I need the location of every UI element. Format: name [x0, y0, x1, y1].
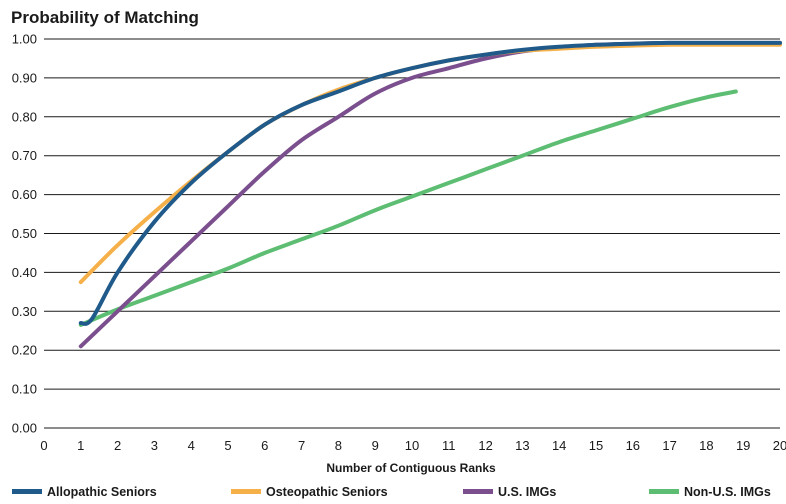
x-tick-label: 15 — [589, 438, 603, 453]
x-tick-label: 11 — [442, 438, 456, 453]
x-axis-ticks: 0 1 2 3 4 5 6 7 8 9 10 11 12 13 14 15 16 17 18 19 20 — [40, 438, 786, 453]
x-tick-label: 1 — [77, 438, 84, 453]
y-tick-label: 0.30 — [12, 304, 37, 319]
legend-swatch-allopathic-seniors — [12, 489, 42, 494]
gridlines — [44, 38, 780, 429]
chart-title: Probability of Matching — [11, 8, 199, 27]
x-tick-label: 6 — [261, 438, 268, 453]
x-tick-label: 3 — [151, 438, 158, 453]
y-tick-label: 0.60 — [12, 187, 37, 202]
legend-swatch-u-s-imgs — [463, 489, 493, 494]
y-tick-label: 0.40 — [12, 265, 37, 280]
series-line-allopathic-seniors — [78, 40, 782, 326]
x-tick-label: 5 — [224, 438, 231, 453]
x-tick-label: 8 — [335, 438, 342, 453]
y-axis-ticks: 0.00 0.10 0.20 0.30 0.40 0.50 0.60 0.70 0.80 0.90… — [12, 32, 37, 436]
y-tick-label: 0.80 — [12, 109, 37, 124]
legend-label-u-s-imgs: U.S. IMGs — [498, 485, 556, 499]
y-tick-label: 0.70 — [12, 148, 37, 163]
x-tick-label: 4 — [188, 438, 195, 453]
x-tick-label: 20 — [773, 438, 786, 453]
x-tick-label: 19 — [736, 438, 750, 453]
x-tick-label: 10 — [405, 438, 419, 453]
x-tick-label: 7 — [298, 438, 305, 453]
x-tick-label: 13 — [515, 438, 529, 453]
y-tick-label: 0.50 — [12, 226, 37, 241]
y-tick-label: 0.20 — [12, 343, 37, 358]
y-tick-label: 0.10 — [12, 382, 37, 397]
y-tick-label: 0.00 — [12, 421, 37, 436]
y-tick-label: 0.90 — [12, 70, 37, 85]
x-tick-label: 12 — [478, 438, 492, 453]
x-tick-label: 17 — [662, 438, 676, 453]
legend-swatch-osteopathic-seniors — [231, 489, 261, 494]
x-tick-label: 16 — [626, 438, 640, 453]
series-line-non-u-s-imgs — [78, 89, 738, 327]
legend-label-allopathic-seniors: Allopathic Seniors — [47, 485, 157, 499]
x-tick-label: 18 — [699, 438, 713, 453]
legend-swatch-non-u-s-imgs — [649, 489, 679, 494]
legend: Allopathic Seniors Osteopathic Seniors U.S… — [12, 485, 771, 499]
x-tick-label: 9 — [372, 438, 379, 453]
x-axis-label: Number of Contiguous Ranks — [326, 461, 496, 475]
series-lines — [78, 40, 782, 349]
legend-label-osteopathic-seniors: Osteopathic Seniors — [266, 485, 388, 499]
x-tick-label: 14 — [552, 438, 566, 453]
x-tick-label: 0 — [40, 438, 47, 453]
legend-label-non-u-s-imgs: Non-U.S. IMGs — [684, 485, 771, 499]
x-tick-label: 2 — [114, 438, 121, 453]
y-tick-label: 1.00 — [12, 32, 37, 47]
